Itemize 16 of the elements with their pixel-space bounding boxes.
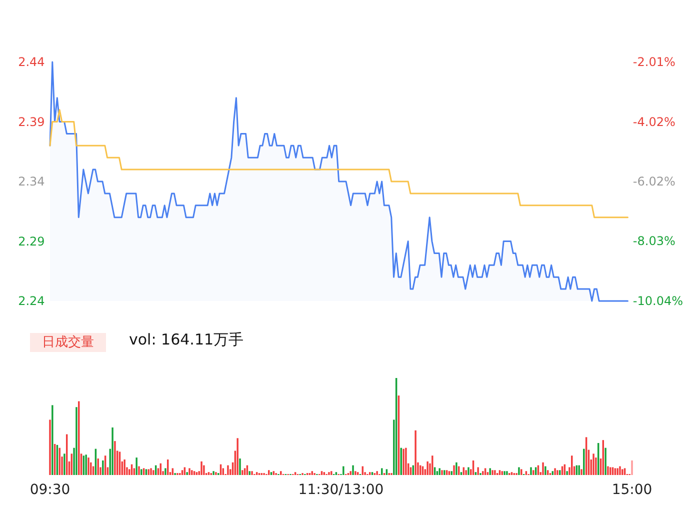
y-tick-label: 2.24	[18, 294, 45, 308]
y2-tick-label: -6.02%	[632, 174, 676, 188]
y2-tick-label: -2.01%	[632, 55, 676, 69]
y-tick-label: 2.34	[18, 174, 45, 188]
y-tick-label: 2.44	[18, 55, 45, 69]
y-tick-label: 2.39	[18, 114, 45, 129]
x-tick-label: 09:30	[30, 482, 70, 498]
y2-tick-label: -10.04%	[632, 294, 684, 308]
text: 日成交量	[42, 334, 94, 350]
line-series	[49, 109, 628, 218]
x-tick-label: 15:00	[612, 482, 652, 498]
text: vol: 164.11万手	[129, 330, 244, 348]
y2-tick-label: -4.02%	[632, 114, 676, 129]
y-tick-label: 2.29	[18, 234, 45, 248]
x-tick-label: 11:30/13:00	[298, 482, 384, 498]
y2-tick-label: -8.03%	[632, 234, 676, 248]
